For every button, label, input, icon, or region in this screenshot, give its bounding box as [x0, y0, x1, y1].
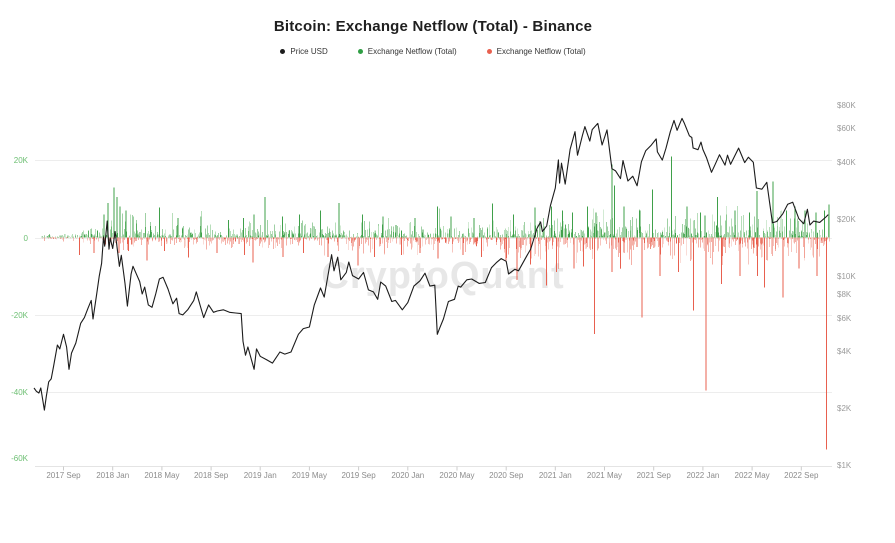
netflow-bars-positive: [41, 156, 830, 238]
svg-text:$4K: $4K: [837, 347, 852, 356]
svg-text:$6K: $6K: [837, 314, 852, 323]
price-line: [33, 117, 829, 411]
svg-text:2021 Sep: 2021 Sep: [637, 471, 672, 480]
svg-text:$8K: $8K: [837, 290, 852, 299]
legend: Price USD Exchange Netflow (Total) Excha…: [0, 47, 866, 56]
legend-item-price[interactable]: Price USD: [280, 47, 328, 56]
svg-text:2018 Jan: 2018 Jan: [96, 471, 129, 480]
price-legend-dot-icon: [280, 49, 286, 54]
svg-text:-60K: -60K: [11, 454, 29, 463]
svg-text:$1K: $1K: [837, 461, 852, 470]
svg-text:2022 Jan: 2022 Jan: [686, 471, 719, 480]
svg-text:2019 Jan: 2019 Jan: [244, 471, 277, 480]
svg-text:$2K: $2K: [837, 404, 852, 413]
legend-item-label: Exchange Netflow (Total): [367, 47, 457, 56]
svg-text:2018 May: 2018 May: [144, 471, 179, 480]
svg-text:2022 May: 2022 May: [735, 471, 770, 480]
legend-item-label: Price USD: [290, 47, 328, 56]
svg-text:$40K: $40K: [837, 158, 856, 167]
chart-title: Bitcoin: Exchange Netflow (Total) - Bina…: [273, 18, 593, 35]
legend-item-netflow-negative[interactable]: Exchange Netflow (Total): [486, 47, 586, 56]
svg-text:2021 May: 2021 May: [587, 471, 622, 480]
svg-text:2020 May: 2020 May: [439, 471, 474, 480]
legend-item-netflow-positive[interactable]: Exchange Netflow (Total): [357, 47, 457, 56]
svg-text:$10K: $10K: [837, 272, 856, 281]
svg-text:2017 Sep: 2017 Sep: [46, 471, 81, 480]
svg-text:2019 May: 2019 May: [292, 471, 327, 480]
gridlines: [35, 160, 832, 467]
svg-text:-40K: -40K: [11, 388, 29, 397]
left-axis-labels: 20K 0 -20K -40K -60K: [11, 156, 29, 463]
netflow-negative-legend-dot-icon: [486, 49, 492, 54]
svg-text:20K: 20K: [14, 156, 29, 165]
legend-item-label: Exchange Netflow (Total): [496, 47, 586, 56]
svg-text:2018 Sep: 2018 Sep: [194, 471, 229, 480]
svg-text:2021 Jan: 2021 Jan: [539, 471, 572, 480]
svg-text:2020 Jan: 2020 Jan: [391, 471, 424, 480]
svg-text:-20K: -20K: [11, 311, 29, 320]
svg-text:$20K: $20K: [837, 215, 856, 224]
netflow-bars-negative: [42, 237, 831, 450]
svg-text:2022 Sep: 2022 Sep: [784, 471, 819, 480]
svg-text:$80K: $80K: [837, 101, 856, 110]
svg-text:2019 Sep: 2019 Sep: [341, 471, 376, 480]
x-axis-labels: 2017 Sep 2018 Jan 2018 May 2018 Sep 2019 Jan…: [46, 466, 819, 480]
right-axis-labels: $80K $60K $40K $20K $10K $8K $6K $4K $2K $1K: [837, 101, 856, 470]
svg-text:2020 Sep: 2020 Sep: [489, 471, 524, 480]
svg-text:0: 0: [24, 234, 29, 243]
svg-text:$60K: $60K: [837, 124, 856, 133]
netflow-positive-legend-dot-icon: [357, 49, 363, 54]
